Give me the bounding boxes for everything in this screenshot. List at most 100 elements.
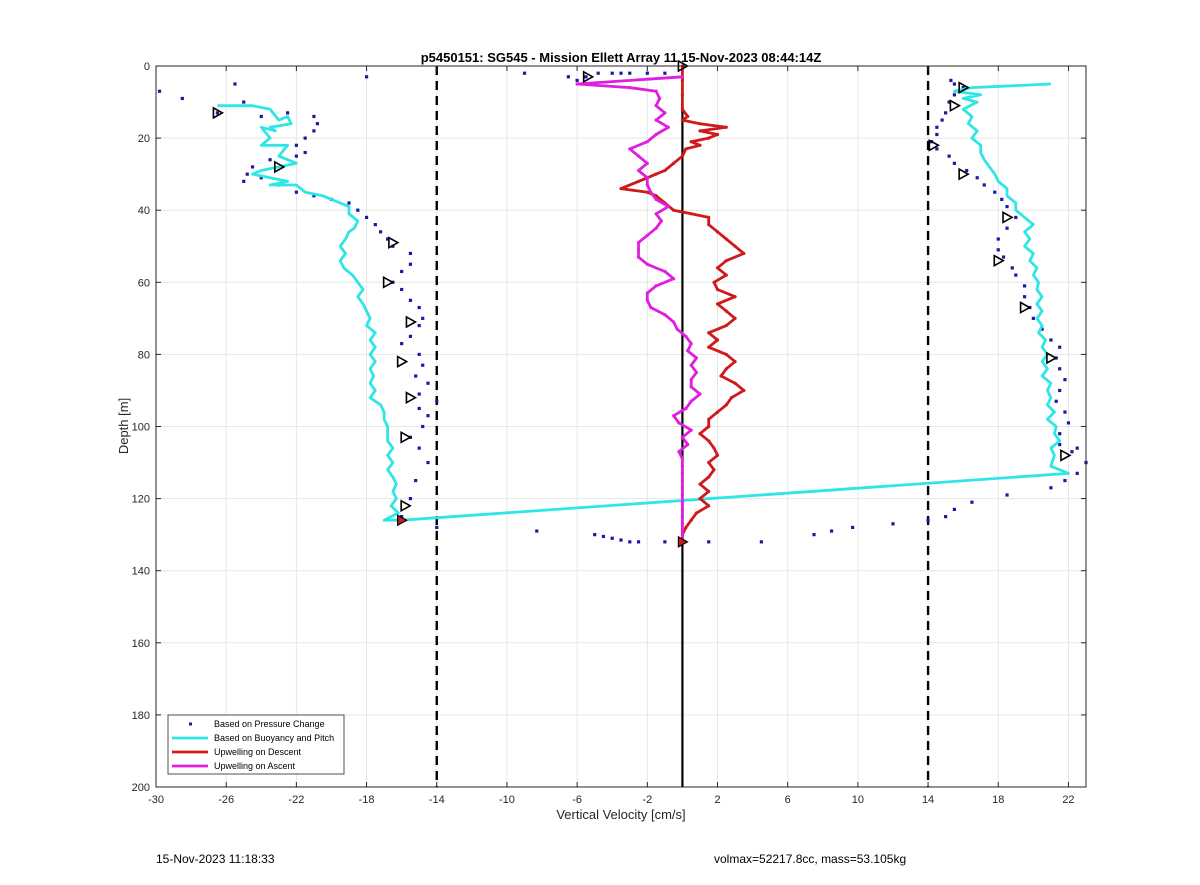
series-point: [680, 435, 685, 439]
series-point: [724, 367, 728, 371]
series-point: [636, 179, 641, 183]
series-point: [733, 316, 737, 320]
pressure-change-point: [1040, 327, 1044, 331]
x-tick-label: 2: [714, 794, 720, 806]
series-point: [645, 183, 649, 187]
pressure-change-point: [851, 525, 855, 530]
triangle-marker: [400, 430, 412, 444]
x-tick-labels: -30 -26 -22 -18 -14 -10 -6 -2 2 6 10 14 18 22: [148, 66, 1075, 806]
pressure-change-point: [1005, 226, 1009, 230]
triangle-marker: [405, 391, 418, 405]
x-tick-label: -10: [499, 794, 515, 806]
pressure-change-point: [663, 71, 667, 75]
triangle-marker: [582, 70, 595, 84]
pressure-change-point: [944, 111, 948, 115]
pressure-change-point: [347, 201, 351, 205]
pressure-change-point: [812, 533, 816, 537]
pressure-change-point: [891, 522, 895, 526]
pressure-change-point: [426, 414, 430, 418]
pressure-change-point: [619, 71, 623, 75]
series-line: [217, 82, 1070, 522]
series-point: [658, 96, 662, 101]
pressure-change-point: [996, 237, 1000, 241]
series-point: [654, 212, 658, 216]
series-point: [654, 172, 658, 176]
series-point: [680, 515, 685, 519]
pressure-change-point: [259, 114, 263, 119]
pressure-change-point: [373, 223, 377, 227]
series-point: [636, 241, 641, 245]
pressure-change-point: [1075, 471, 1079, 475]
series-point: [672, 161, 676, 165]
legend: Based on Pressure Change Based on Buoyanc…: [167, 714, 345, 775]
series-point: [698, 432, 702, 436]
pressure-change-point: [408, 251, 413, 256]
y-tick-label: 180: [132, 710, 150, 722]
pressure-change-point: [245, 172, 249, 176]
y-tick-label: 60: [138, 277, 150, 289]
series-point: [707, 424, 711, 429]
series-point: [666, 204, 670, 209]
pressure-change-point: [408, 497, 413, 501]
series-point: [663, 111, 667, 115]
series-point: [645, 140, 649, 144]
series-point: [724, 403, 728, 407]
series-point: [733, 295, 737, 299]
pressure-change-point: [259, 176, 263, 180]
pressure-change-point: [935, 147, 939, 151]
series-point: [680, 486, 685, 490]
pressure-change-point: [596, 71, 600, 75]
y-tick-label: 160: [132, 638, 150, 650]
y-tick-label: 80: [138, 349, 150, 361]
pressure-change-point: [417, 323, 421, 328]
series-point: [707, 331, 711, 335]
pressure-change-point: [1063, 478, 1067, 483]
series-point: [694, 356, 699, 360]
pressure-change-point: [421, 316, 425, 320]
series-point: [733, 360, 737, 364]
triangle-marker: [388, 236, 400, 250]
pressure-change-point: [400, 287, 404, 292]
triangle-marker: [1002, 211, 1014, 224]
series-point: [715, 338, 720, 342]
series-point: [636, 154, 641, 158]
pressure-change-point: [535, 529, 539, 533]
series-point: [659, 219, 663, 223]
series-point: [672, 277, 676, 281]
series-point: [684, 525, 688, 530]
x-tick-label: -6: [572, 794, 582, 806]
pressure-change-point: [1070, 450, 1074, 454]
pressure-change-point: [400, 269, 404, 274]
series-point: [689, 518, 693, 522]
pressure-change-point: [575, 78, 579, 83]
pressure-change-point: [566, 75, 570, 79]
pressure-change-point: [947, 100, 951, 104]
series-point: [680, 493, 685, 497]
end-marker: [397, 514, 408, 527]
legend-label: Upwelling on Ascent: [214, 761, 296, 771]
pressure-change-point: [1058, 432, 1062, 436]
series-point: [715, 132, 720, 137]
series-point: [680, 529, 685, 533]
pressure-change-point: [417, 352, 421, 356]
pressure-change-point: [1005, 493, 1009, 497]
pressure-change-point: [1075, 446, 1079, 450]
pressure-change-point: [242, 100, 246, 104]
x-tick-label: -30: [148, 794, 164, 806]
triangle-marker: [382, 275, 395, 289]
pressure-change-point: [294, 190, 298, 194]
pressure-change-point: [829, 529, 834, 533]
series-point: [680, 78, 685, 83]
series-point: [636, 255, 641, 259]
pressure-change-point: [1058, 442, 1062, 447]
end-marker: [677, 535, 689, 548]
pressure-change-point: [379, 230, 383, 234]
pressure-change-point: [949, 78, 953, 83]
series-point: [707, 215, 711, 220]
series-point: [680, 154, 685, 158]
series-point: [689, 428, 693, 432]
legend-label: Based on Buoyancy and Pitch: [214, 733, 334, 743]
triangle-marker: [274, 160, 286, 174]
pressure-change-point: [1014, 215, 1018, 220]
pressure-change-point: [315, 122, 320, 126]
